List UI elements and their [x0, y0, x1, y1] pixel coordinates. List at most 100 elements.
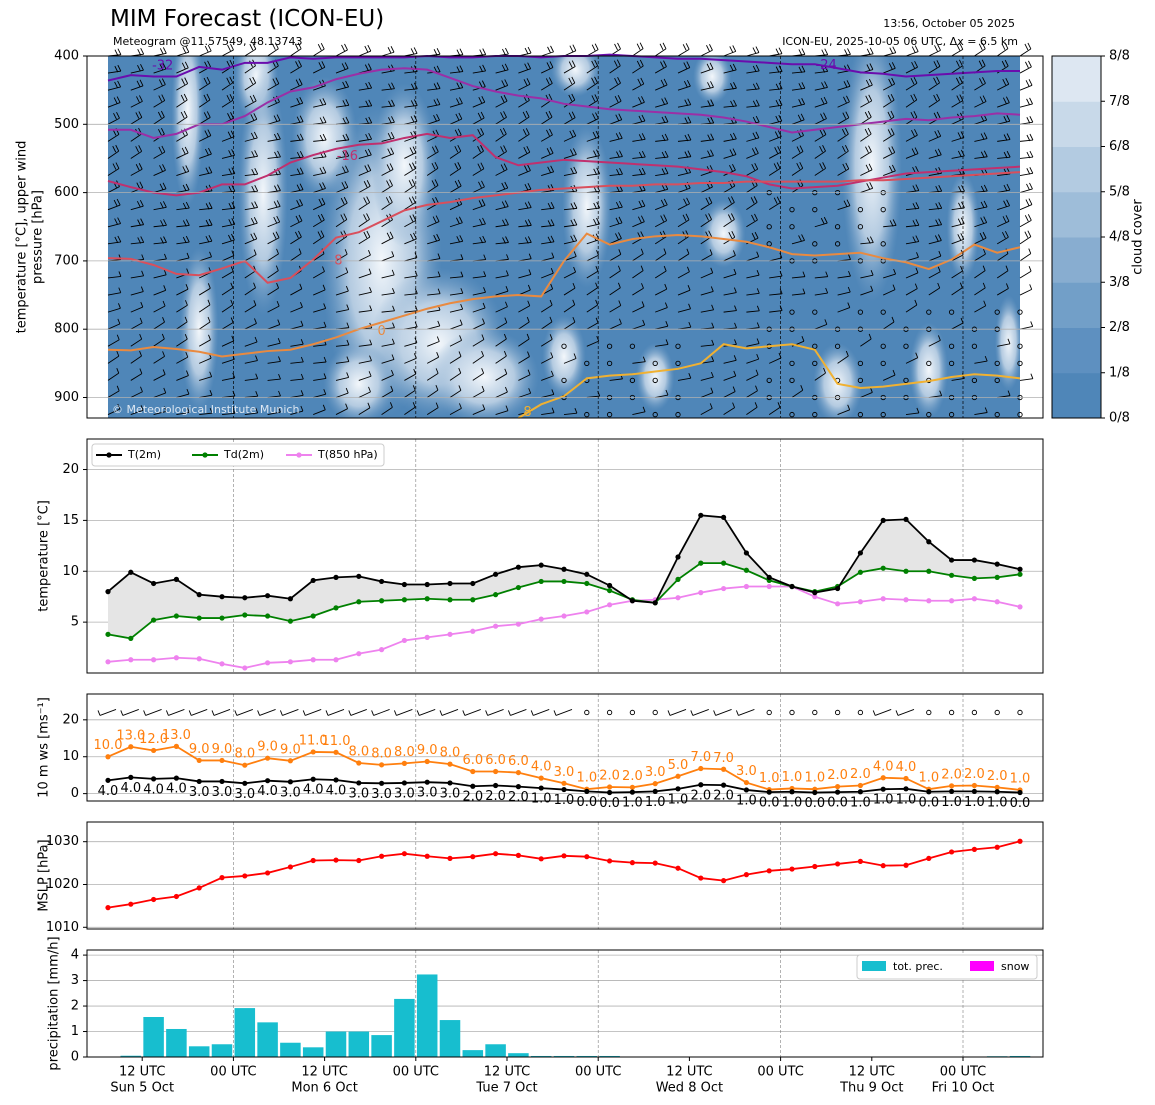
- t2m-series-point: [265, 593, 271, 599]
- barb-flag: [295, 231, 299, 239]
- barb-flag: [276, 300, 280, 307]
- precip-bar: [553, 1055, 575, 1057]
- gust-label: 4.0: [531, 760, 552, 775]
- barb-flag: [732, 45, 737, 52]
- barb-flag: [616, 169, 620, 176]
- barb-flag: [458, 216, 463, 223]
- barb-flag: [618, 232, 622, 239]
- barb-shaft: [700, 86, 714, 91]
- t2m-series-point: [698, 512, 704, 518]
- barb-shaft: [655, 84, 668, 91]
- barb-flag: [1026, 183, 1030, 191]
- barb-shaft: [221, 340, 234, 347]
- barb-shaft: [541, 375, 554, 381]
- barb-shaft: [700, 186, 713, 194]
- gust-series-point: [607, 784, 613, 790]
- barb-shaft: [700, 155, 714, 159]
- barb-flag: [711, 339, 715, 346]
- barb-flag: [320, 230, 325, 237]
- barb-shaft: [358, 219, 370, 228]
- t850-series-point: [447, 631, 453, 637]
- barb-shaft: [495, 355, 507, 364]
- calm-marker: [880, 360, 886, 367]
- barb-shaft: [837, 133, 849, 142]
- barb-flag: [250, 132, 255, 140]
- barb-flag: [937, 44, 941, 51]
- barb-shaft: [153, 116, 165, 125]
- barb-flag: [504, 317, 508, 323]
- barb-flag: [591, 77, 595, 85]
- barb-shaft: [1019, 219, 1032, 228]
- barb-shaft: [723, 50, 736, 57]
- barb-flag: [935, 203, 940, 210]
- barb-flag: [276, 282, 279, 289]
- barb-flag: [915, 202, 920, 209]
- barb-flag: [847, 286, 851, 293]
- barb-shaft: [518, 224, 532, 228]
- barb-flag: [683, 198, 687, 205]
- barb-shaft: [974, 253, 986, 262]
- barb-flag: [388, 117, 392, 124]
- barb-flag: [755, 385, 758, 391]
- calm-marker: [652, 377, 658, 384]
- barb-flag: [550, 283, 554, 290]
- t2m-series-point: [743, 550, 750, 556]
- barb-flag: [457, 145, 462, 152]
- barb-flag: [709, 403, 713, 409]
- barb-flag: [112, 145, 117, 153]
- barb-shaft: [609, 253, 622, 262]
- barb-shaft: [335, 236, 348, 245]
- mslp-series-point: [629, 860, 636, 866]
- barb-flag: [408, 197, 413, 204]
- barb-flag: [180, 94, 185, 102]
- barb-flag: [618, 216, 623, 224]
- barb-flag: [983, 150, 988, 157]
- gust-series-point: [971, 782, 978, 789]
- barb-flag: [227, 44, 231, 52]
- barb-flag: [300, 390, 304, 396]
- barb-flag: [231, 201, 236, 209]
- barb-flag: [756, 270, 760, 276]
- barb-flag: [687, 98, 692, 105]
- mslp-series-point: [242, 873, 248, 879]
- temperature-frame: [86, 438, 1044, 674]
- barb-flag: [139, 181, 144, 188]
- barb-flag: [1001, 60, 1006, 68]
- barb-flag: [572, 316, 576, 323]
- barb-flag: [889, 220, 894, 227]
- barb-shaft: [563, 255, 577, 262]
- barb-shaft: [495, 338, 507, 347]
- barb-flag: [550, 45, 554, 53]
- barb-flag: [688, 303, 691, 309]
- barb-flag: [595, 282, 598, 288]
- barb-flag: [664, 283, 668, 290]
- barb-shaft: [905, 51, 919, 57]
- barb-flag: [482, 48, 487, 55]
- barb-flag: [710, 286, 714, 292]
- barb-shaft: [609, 156, 623, 159]
- barb-flag: [640, 231, 645, 238]
- barb-flag: [890, 128, 895, 135]
- barb-flag: [824, 81, 828, 88]
- barb-flag: [386, 180, 390, 187]
- wind-speed-label: 3.0: [440, 786, 461, 801]
- wind-speed-series-point: [538, 785, 544, 791]
- barb-flag: [707, 82, 711, 89]
- barb-shaft: [221, 136, 235, 142]
- barb-flag: [798, 99, 803, 106]
- barb-shaft: [997, 205, 1010, 211]
- barb-shaft: [267, 237, 280, 245]
- barb-flag: [819, 145, 823, 153]
- barb-shaft: [472, 204, 486, 211]
- barb-shaft: [700, 376, 714, 381]
- calm-marker: [675, 360, 681, 367]
- wind-speed-label: 3.0: [394, 786, 415, 801]
- issue-time: 13:56, October 05 2025: [883, 17, 1015, 30]
- barb-flag: [841, 128, 846, 136]
- barb-shaft: [837, 168, 850, 176]
- barb-flag: [459, 335, 462, 341]
- wind-speed-series-point: [105, 777, 111, 783]
- barb-shaft: [563, 412, 577, 416]
- barb-shaft: [996, 48, 1009, 57]
- gust-series-point: [424, 758, 430, 765]
